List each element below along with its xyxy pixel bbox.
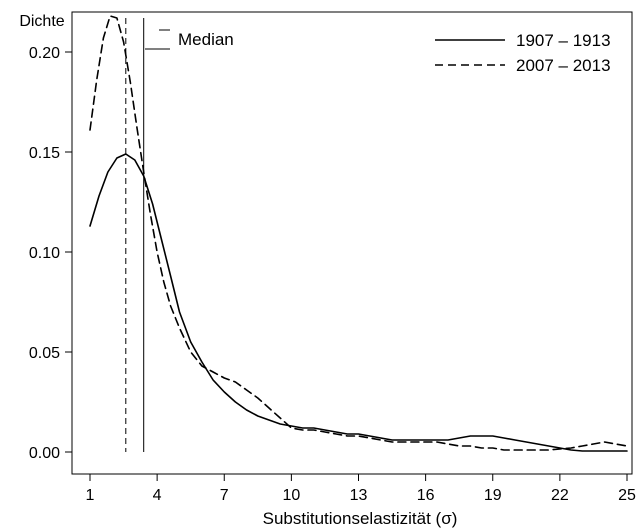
x-axis-ticks: 1 4 7 10 13 16 19 22 25: [86, 474, 636, 504]
series-line-2007-2013: [89, 15, 628, 451]
plot-frame: [71, 11, 633, 475]
series-line-1907-1913: [89, 153, 628, 452]
legend-label-1907-1913: 1907 – 1913: [516, 31, 611, 50]
legend-label-2007-2013: 2007 – 2013: [516, 56, 611, 75]
y-tick-label: 0.20: [29, 45, 60, 62]
median-label: Median: [178, 30, 234, 49]
legend: 1907 – 1913 2007 – 2013: [435, 31, 611, 75]
x-tick-label: 4: [153, 487, 162, 504]
x-tick-label: 19: [484, 487, 502, 504]
median-lines: [125, 18, 145, 452]
x-tick-label: 13: [350, 487, 368, 504]
y-tick-label: 0.00: [29, 445, 60, 462]
x-tick-label: 25: [618, 487, 636, 504]
x-axis-title: Substitutionselastizität (σ): [263, 509, 458, 528]
y-tick-label: 0.15: [29, 145, 60, 162]
y-tick-label: 0.10: [29, 245, 60, 262]
x-tick-label: 16: [417, 487, 435, 504]
y-axis-ticks: 0.00 0.05 0.10 0.15 0.20: [29, 45, 72, 462]
x-tick-label: 1: [86, 487, 95, 504]
y-axis-title: Dichte: [19, 13, 64, 30]
median-annotation: Median: [145, 29, 234, 50]
x-tick-label: 22: [551, 487, 569, 504]
x-tick-label: 7: [220, 487, 229, 504]
y-tick-label: 0.05: [29, 345, 60, 362]
series-group: [89, 15, 628, 452]
x-tick-label: 10: [282, 487, 300, 504]
